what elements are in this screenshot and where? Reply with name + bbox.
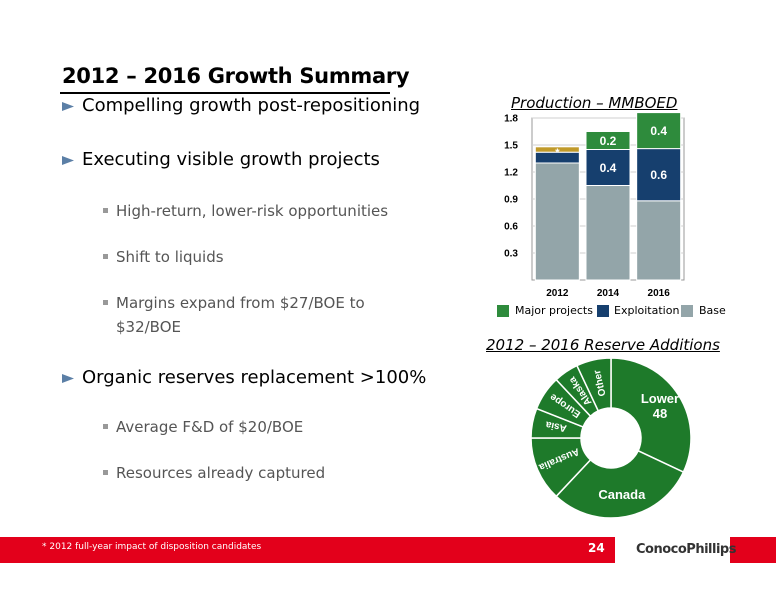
bar-segment	[636, 200, 682, 281]
square-bullet-icon	[103, 424, 108, 429]
y-tick-label: 1.2	[504, 168, 518, 179]
legend-swatch-exploitation	[597, 305, 609, 317]
company-logo: ConocoPhillips	[636, 542, 736, 557]
bar-segment	[534, 162, 580, 281]
pie-chart-title: 2012 – 2016 Reserve Additions	[486, 336, 720, 354]
bar-data-label: 0.6	[650, 168, 667, 182]
bar-data-label: 0.2	[600, 134, 617, 148]
x-tick-label: 2014	[597, 288, 620, 299]
bar-data-label: 0.4	[600, 161, 617, 175]
legend-swatch-base	[681, 305, 693, 317]
y-tick-label: 0.6	[504, 222, 518, 233]
bullet-arrow-icon	[62, 374, 74, 383]
y-tick-label: 0.9	[504, 195, 518, 206]
legend-swatch-major-projects	[497, 305, 509, 317]
x-tick-label: 2012	[546, 288, 569, 299]
square-bullet-icon	[103, 470, 108, 475]
page-number: 24	[588, 541, 605, 555]
sub-bullet-text: Resources already captured	[116, 464, 326, 482]
footnote: * 2012 full-year impact of disposition c…	[42, 542, 262, 552]
bar-annotation-label: *	[555, 147, 560, 159]
legend-label-base: Base	[699, 304, 726, 317]
donut-slice-label: Asia	[544, 419, 567, 434]
production-bar-chart: 0.3 0.6 0.9 1.2 1.5 1.8 * 2012 0.4 0.2 2014 0.6 0.4 2…	[504, 112, 685, 299]
bullet-arrow-icon	[62, 102, 74, 111]
reserve-additions-donut-chart: Lower 48CanadaAustraliaAsiaEuropeAlaskaOt…	[530, 357, 692, 519]
legend-label-exploitation: Exploitation	[614, 304, 680, 317]
bullet-text: Executing visible growth projects	[82, 149, 380, 170]
square-bullet-icon	[103, 254, 108, 259]
y-tick-label: 1.5	[504, 141, 518, 152]
bar-chart-title: Production – MMBOED	[511, 94, 678, 112]
sub-bullet-text: Average F&D of $20/BOE	[116, 418, 304, 436]
bar-segment	[585, 185, 631, 281]
bullet-arrow-icon	[62, 156, 74, 165]
bar-data-label: 0.4	[650, 124, 667, 138]
bullet-text: Compelling growth post-repositioning	[82, 95, 421, 116]
y-tick-label: 1.8	[504, 114, 518, 125]
bullet-text: Organic reserves replacement >100%	[82, 367, 427, 388]
donut-slice	[610, 357, 692, 474]
donut-slice	[555, 449, 685, 519]
legend-label-major-projects: Major projects	[515, 304, 593, 317]
bar-segment-annotation	[534, 146, 580, 153]
sub-bullet-text: High-return, lower-risk opportunities	[116, 202, 389, 220]
square-bullet-icon	[103, 300, 108, 305]
square-bullet-icon	[103, 208, 108, 213]
bar-segment	[585, 149, 631, 186]
donut-slice-label: Canada	[598, 487, 646, 502]
sub-bullet-text: Margins expand from $27/BOE to $32/BOE	[116, 294, 365, 336]
sub-bullet-text: Shift to liquids	[116, 248, 224, 266]
x-tick-label: 2016	[648, 288, 671, 299]
donut-slice-label: Lower 48	[641, 391, 679, 421]
donut-slice	[575, 357, 612, 412]
logo-background	[615, 537, 730, 563]
slide-title: 2012 – 2016 Growth Summary	[62, 64, 410, 88]
bar-segment	[585, 131, 631, 150]
bar-segment	[636, 112, 682, 150]
y-tick-label: 0.3	[504, 249, 518, 260]
title-underline	[60, 92, 390, 94]
